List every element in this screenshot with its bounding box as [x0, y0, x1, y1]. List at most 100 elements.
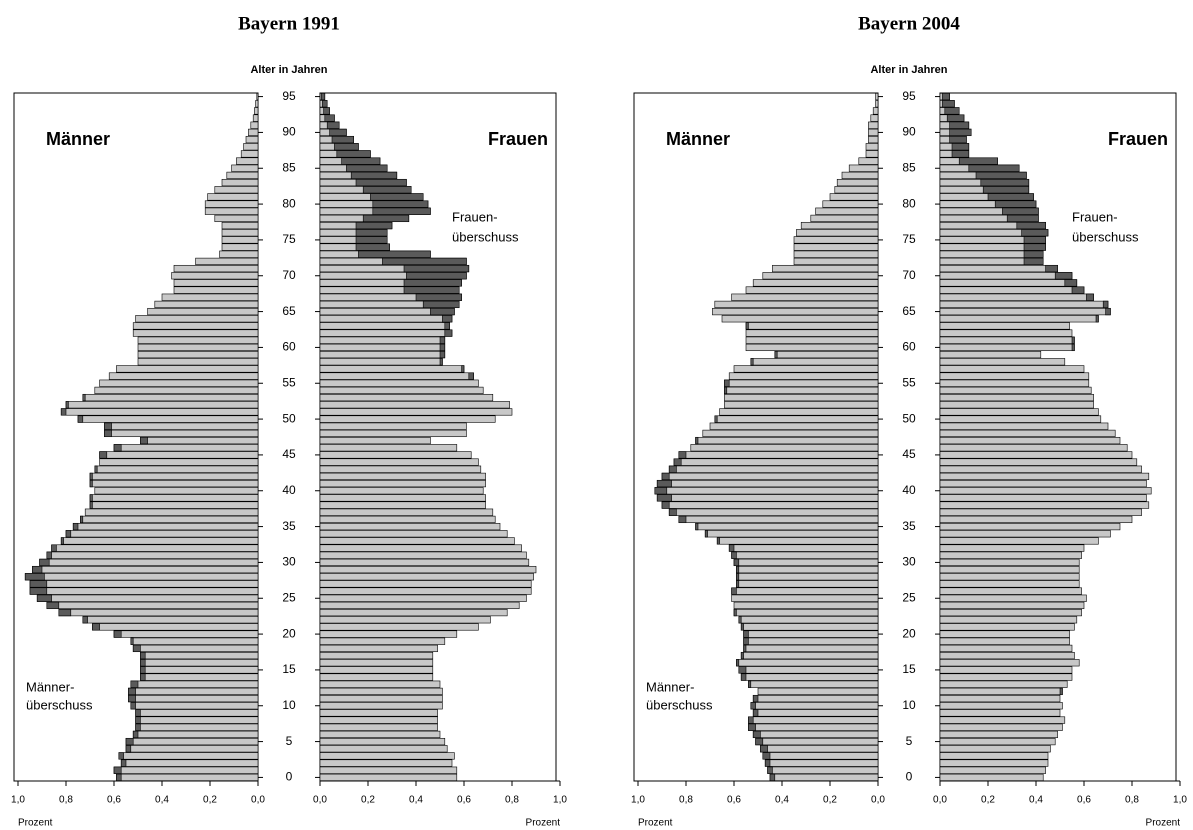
excess-bar [968, 164, 1020, 172]
excess-bar [1071, 343, 1075, 352]
bar [939, 651, 1075, 660]
excess-bar [951, 150, 970, 158]
bar [319, 365, 465, 373]
excess-bar [668, 508, 677, 516]
x-tick-label: 0,0 [933, 795, 947, 806]
x-tick-label: 0,2 [981, 795, 995, 806]
excess-bar [769, 773, 776, 782]
excess-bar [104, 422, 112, 430]
bar [319, 522, 501, 531]
bar [135, 723, 259, 731]
excess-bar [403, 279, 462, 287]
y-tick-label: 95 [282, 89, 296, 103]
bar [774, 350, 879, 359]
bar [99, 451, 259, 459]
y-tick-label: 50 [902, 411, 916, 425]
excess-bar [36, 594, 52, 602]
bar [319, 472, 486, 481]
excess-bar [422, 300, 460, 309]
bar [319, 501, 486, 509]
bar [319, 752, 455, 760]
bar [99, 379, 259, 387]
bar [319, 773, 458, 782]
excess-bar [320, 92, 326, 101]
excess-bar [80, 515, 84, 524]
excess-bar [444, 322, 450, 330]
excess-bar [329, 128, 347, 137]
bar [99, 458, 259, 466]
annotation: Frauen- [1072, 209, 1118, 224]
y-tick-label: 10 [902, 698, 916, 712]
excess-bar [58, 608, 72, 617]
y-tick-label: 30 [902, 555, 916, 569]
excess-bar [748, 723, 756, 731]
bar [319, 350, 446, 359]
x-tick-label: 0,6 [457, 795, 471, 806]
bar [135, 709, 259, 717]
bar [135, 315, 259, 323]
excess-bar [326, 121, 340, 129]
excess-bar [1071, 336, 1075, 344]
excess-bar [958, 157, 998, 165]
bar [939, 565, 1080, 574]
bar [939, 264, 1058, 273]
bar [939, 293, 1094, 301]
bar [939, 300, 1109, 309]
bar [836, 178, 879, 187]
bar [939, 322, 1070, 330]
excess-bar [704, 530, 708, 538]
bar [695, 522, 879, 531]
x-tick-label: 0,4 [409, 795, 423, 806]
bar [793, 257, 879, 266]
y-tick-label: 5 [286, 734, 293, 748]
excess-bar [767, 766, 773, 774]
bar [255, 100, 259, 108]
bar [939, 393, 1094, 402]
bar [724, 386, 879, 395]
annotation: überschuss [452, 229, 519, 244]
excess-bar [355, 221, 393, 230]
bar [939, 773, 1044, 782]
excess-bar [51, 544, 57, 552]
chart-title: Bayern 1991 [238, 13, 340, 34]
excess-bar [750, 702, 756, 710]
bar [939, 272, 1073, 280]
bar [319, 508, 494, 516]
bar [108, 372, 259, 380]
excess-bar [358, 250, 431, 258]
bar [939, 752, 1049, 760]
bar [939, 465, 1142, 473]
bar [319, 415, 496, 423]
excess-bar [1023, 243, 1046, 251]
bar [939, 551, 1082, 559]
bar [319, 694, 443, 703]
excess-bar [125, 745, 132, 753]
y-tick-label: 20 [902, 626, 916, 640]
excess-bar [1071, 286, 1085, 294]
excess-bar [736, 659, 740, 667]
excess-bar [738, 616, 742, 624]
excess-bar [439, 358, 443, 366]
bar [137, 336, 259, 344]
y-axis-label: Alter in Jahren [250, 64, 327, 76]
bar [204, 200, 259, 208]
series-name: Männer [46, 129, 110, 149]
x-axis-label: Prozent [18, 818, 53, 829]
x-tick-label: 1,0 [631, 795, 645, 806]
excess-bar [341, 157, 381, 165]
bar [221, 221, 259, 230]
bar [319, 687, 443, 696]
excess-bar [140, 666, 146, 674]
x-tick-label: 0,8 [505, 795, 519, 806]
excess-bar [39, 558, 50, 567]
bar [60, 408, 259, 416]
excess-bar [355, 178, 407, 187]
excess-bar [65, 530, 72, 538]
bar [764, 759, 879, 767]
bar [77, 415, 259, 423]
bar [736, 565, 879, 574]
bar [939, 530, 1111, 538]
excess-bar [24, 573, 45, 581]
bar [248, 128, 259, 137]
bar [738, 616, 879, 624]
